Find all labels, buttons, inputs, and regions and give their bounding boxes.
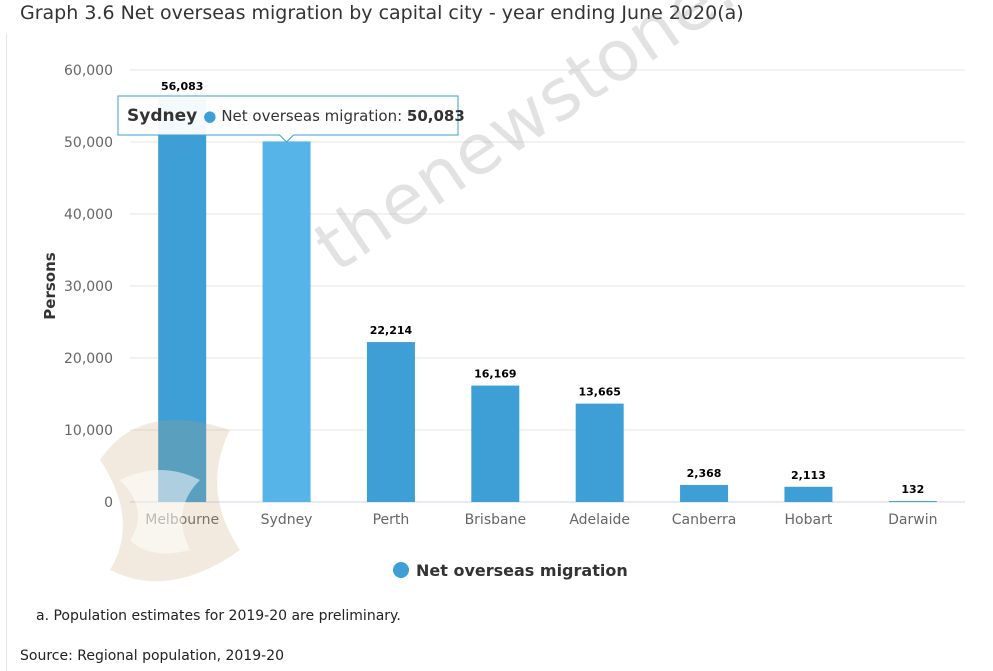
data-label: 16,169 xyxy=(474,368,516,381)
legend-label[interactable]: Net overseas migration xyxy=(416,561,628,580)
bar[interactable] xyxy=(680,484,729,502)
y-tick-label: 20,000 xyxy=(64,351,113,367)
tooltip-category: Sydney xyxy=(127,106,197,126)
tooltip-value: 50,083 xyxy=(407,107,465,125)
y-tick-label: 40,000 xyxy=(64,207,113,223)
x-axis: Melbourne Sydney Perth Brisbane Adelaide Canb… xyxy=(145,512,937,528)
bar[interactable] xyxy=(575,403,624,502)
x-tick-label: Perth xyxy=(373,512,410,528)
data-label: 2,368 xyxy=(687,467,722,480)
x-tick-label: Hobart xyxy=(785,512,833,528)
y-tick-label: 60,000 xyxy=(64,63,113,79)
bar[interactable] xyxy=(158,98,207,503)
y-tick-label: 10,000 xyxy=(64,423,113,439)
y-tick-label: 50,000 xyxy=(64,135,113,151)
chart-title: Graph 3.6 Net overseas migration by capi… xyxy=(20,2,744,24)
data-label: 22,214 xyxy=(370,324,413,337)
data-label: 13,665 xyxy=(578,386,620,399)
tooltip-box xyxy=(117,95,459,143)
tooltip-marker-icon: ● xyxy=(203,107,216,125)
tooltip-text: Sydney ● Net overseas migration: 50,083 xyxy=(127,106,465,126)
legend: Net overseas migration xyxy=(393,561,628,580)
bar[interactable] xyxy=(262,141,311,502)
x-tick-label: Adelaide xyxy=(569,512,630,528)
bar[interactable] xyxy=(366,342,415,502)
footnote: a. Population estimates for 2019-20 are … xyxy=(36,608,401,624)
data-label: 132 xyxy=(901,483,924,496)
x-tick-label: Canberra xyxy=(672,512,737,528)
tooltip: Sydney ● Net overseas migration: 50,083 xyxy=(117,95,465,143)
tooltip-series-label: Net overseas migration: xyxy=(221,107,407,125)
source-note: Source: Regional population, 2019-20 xyxy=(20,648,284,664)
data-label: 56,083 xyxy=(161,80,203,93)
legend-marker-icon xyxy=(393,562,409,578)
x-tick-label: Melbourne xyxy=(145,512,219,528)
bar[interactable] xyxy=(471,385,520,502)
data-label: 2,113 xyxy=(791,469,826,482)
bar[interactable] xyxy=(784,486,833,502)
y-tick-label: 30,000 xyxy=(64,279,113,295)
y-tick-label: 0 xyxy=(104,495,113,511)
x-tick-label: Sydney xyxy=(261,512,313,528)
x-tick-label: Brisbane xyxy=(465,512,527,528)
bars xyxy=(158,98,937,503)
panel-border xyxy=(6,34,7,671)
bar[interactable] xyxy=(888,501,937,502)
x-tick-label: Darwin xyxy=(888,512,937,528)
y-axis-title: Persons xyxy=(41,252,59,319)
bar-chart: 0 10,000 20,000 30,000 40,000 50,000 60,000 Per… xyxy=(41,63,965,580)
